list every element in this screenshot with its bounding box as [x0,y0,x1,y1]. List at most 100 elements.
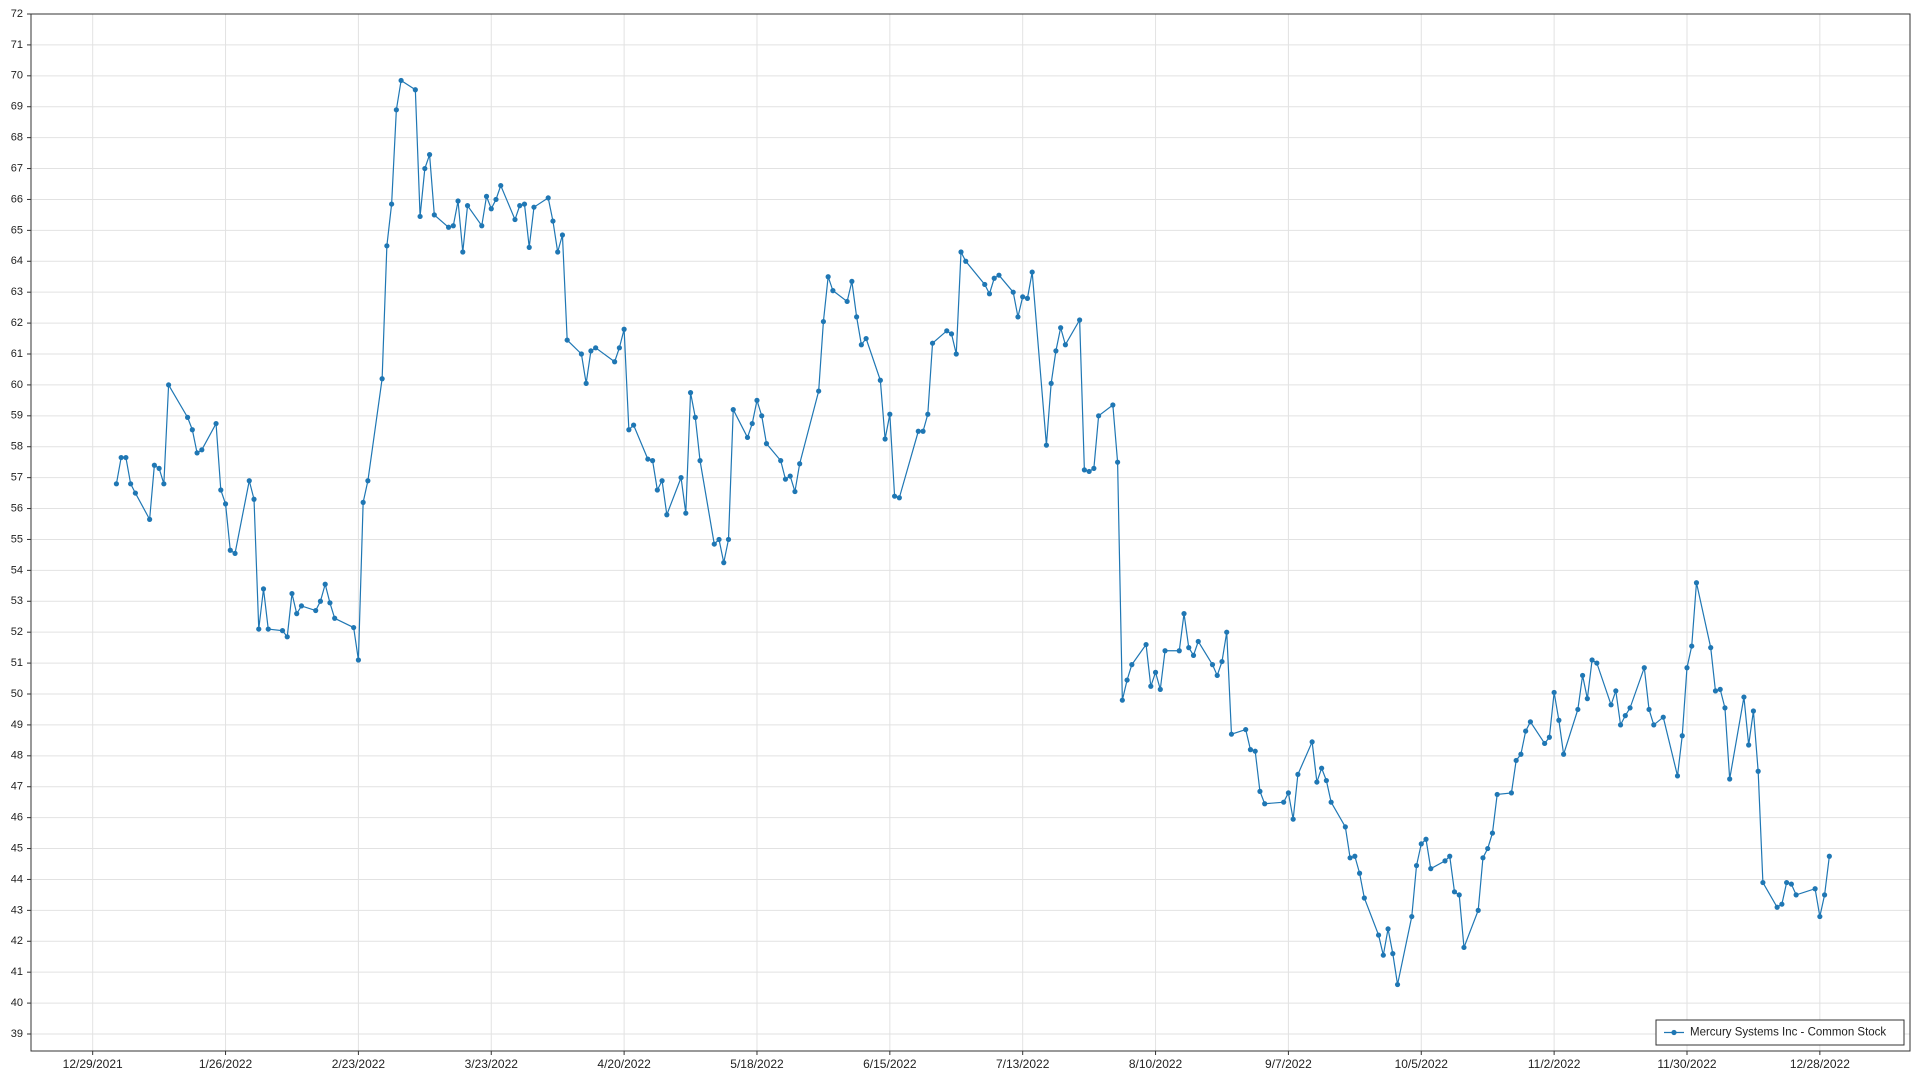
data-point [654,487,660,493]
data-point [1627,705,1633,711]
data-point [849,278,855,284]
x-tick-label: 5/18/2022 [730,1057,784,1071]
legend-label: Mercury Systems Inc - Common Stock [1690,1027,1886,1039]
data-point [294,611,300,617]
data-point [649,458,656,464]
data-point [184,414,191,420]
data-point [1048,380,1054,386]
data-point [725,536,732,543]
y-tick-label: 54 [11,564,23,576]
y-tick-label: 47 [11,781,23,793]
data-point [1826,853,1832,859]
data-point [920,428,926,434]
data-point [156,465,162,471]
data-point [517,203,523,209]
data-point [189,427,195,433]
data-point [1617,722,1624,728]
x-tick-label: 7/13/2022 [996,1057,1050,1071]
data-point [1347,855,1353,861]
data-point [1224,629,1230,635]
data-point [512,216,518,223]
data-point [1788,881,1794,887]
data-point [265,626,271,632]
data-point [953,351,959,357]
data-point [1717,686,1723,692]
x-tick-label: 11/30/2022 [1657,1057,1716,1071]
y-tick-label: 62 [11,317,23,329]
y-tick-label: 58 [11,441,23,453]
legend-marker [1671,1029,1677,1036]
data-point [1361,895,1367,901]
data-point [1058,325,1064,331]
data-point [260,586,267,592]
data-point [996,272,1002,278]
data-point [645,456,651,462]
data-point [289,590,295,597]
y-tick-label: 72 [11,8,23,20]
data-point [1053,348,1059,354]
data-point [1323,777,1329,784]
data-point [1228,731,1235,737]
data-point [963,258,969,264]
data-point [483,193,490,199]
data-point [147,516,153,522]
data-point [797,461,803,467]
data-point [612,359,618,365]
data-point [678,475,684,481]
data-point [550,218,556,224]
data-point [1651,722,1657,728]
data-point [1684,665,1690,671]
data-point [161,481,167,487]
data-point [1190,652,1197,658]
y-tick-label: 66 [11,193,23,205]
data-point [830,288,836,294]
data-point [1442,858,1448,864]
data-point [1693,580,1700,586]
y-tick-label: 41 [11,966,23,978]
y-tick-label: 49 [11,719,23,731]
data-point [948,331,955,337]
data-point [1394,981,1401,988]
y-tick-label: 65 [11,224,23,236]
data-point [398,77,404,84]
data-point [1342,824,1348,830]
data-point [744,434,751,441]
x-tick-label: 1/26/2022 [199,1057,253,1071]
data-point [816,388,822,394]
legend: Mercury Systems Inc - Common Stock [1655,1019,1905,1046]
data-point [1523,728,1529,734]
data-point [1413,862,1420,869]
data-point [227,547,233,553]
data-point [1708,645,1714,651]
data-point [778,458,784,464]
data-point [1124,677,1130,683]
data-point [1428,866,1434,872]
y-tick-label: 50 [11,688,23,700]
data-point [113,481,120,487]
data-point [1513,757,1519,764]
data-point [545,195,551,201]
y-tick-label: 43 [11,904,23,916]
data-point [1485,845,1491,852]
data-point [1494,791,1500,798]
data-point [1077,317,1083,323]
data-point [692,414,698,420]
data-point [1375,932,1382,938]
data-point [1252,748,1258,754]
data-point [251,496,257,502]
data-point [1556,717,1562,723]
data-point [1746,742,1752,748]
data-point [166,382,172,388]
data-point [1243,726,1249,733]
data-point [132,490,138,496]
y-tick-label: 68 [11,132,23,144]
data-point [1575,706,1581,713]
data-point [431,212,437,218]
data-point [298,603,305,609]
data-point [464,203,471,209]
data-point [1821,892,1828,898]
data-point [1086,468,1092,475]
data-point [792,488,798,495]
data-point [1043,442,1050,448]
